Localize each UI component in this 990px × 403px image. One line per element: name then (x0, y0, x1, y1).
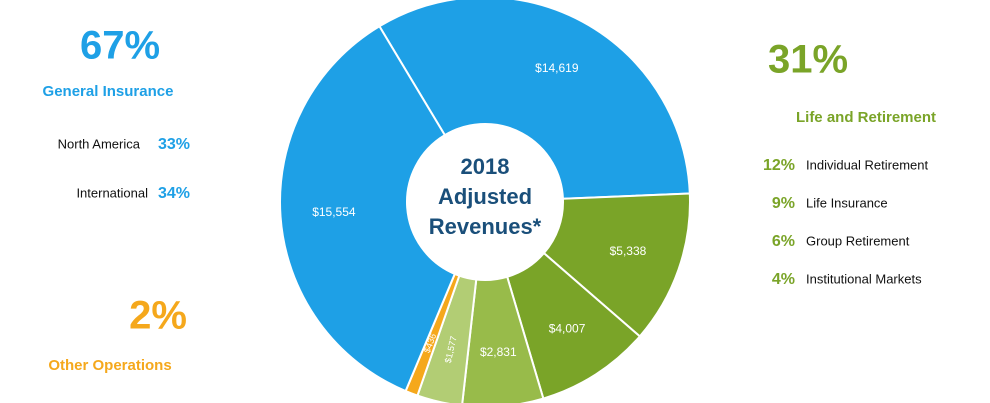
oo-pct: 2% (129, 294, 187, 338)
center-title: Revenues* (429, 214, 542, 239)
lr-label: Life and Retirement (796, 109, 936, 126)
lr-items: 12% Individual Retirement 9% Life Insurance… (763, 157, 929, 288)
lr-item-pct: 9% (772, 195, 795, 212)
lr-item-pct: 6% (772, 233, 795, 250)
slice-label: $4,007 (549, 322, 586, 336)
oo-label: Other Operations (48, 357, 171, 374)
center-title: 2018 (461, 154, 510, 179)
gi-item-pct: 34% (158, 185, 190, 202)
lr-item-pct: 12% (763, 157, 795, 174)
lr-item-name: Institutional Markets (806, 271, 922, 286)
donut: $14,619$5,338$4,007$2,831$1,577$436$15,5… (279, 0, 691, 403)
slice (461, 275, 545, 403)
slice-label: $14,619 (535, 61, 579, 75)
gi-pct: 67% (80, 24, 160, 68)
slice-label: $2,831 (480, 345, 517, 359)
center-title: Adjusted (438, 184, 532, 209)
gi-item-name: International (76, 185, 148, 200)
lr-item-name: Life Insurance (806, 195, 888, 210)
gi-item-name: North America (58, 136, 141, 151)
gi-label: General Insurance (43, 83, 174, 100)
lr-item-name: Individual Retirement (806, 157, 929, 172)
slice-label: $5,338 (610, 244, 647, 258)
slice (279, 24, 457, 393)
gi-item-pct: 33% (158, 136, 190, 153)
slice-label: $15,554 (312, 205, 356, 219)
lr-item-pct: 4% (772, 271, 795, 288)
lr-pct: 31% (768, 38, 848, 82)
slice (378, 0, 691, 200)
lr-item-name: Group Retirement (806, 233, 910, 248)
